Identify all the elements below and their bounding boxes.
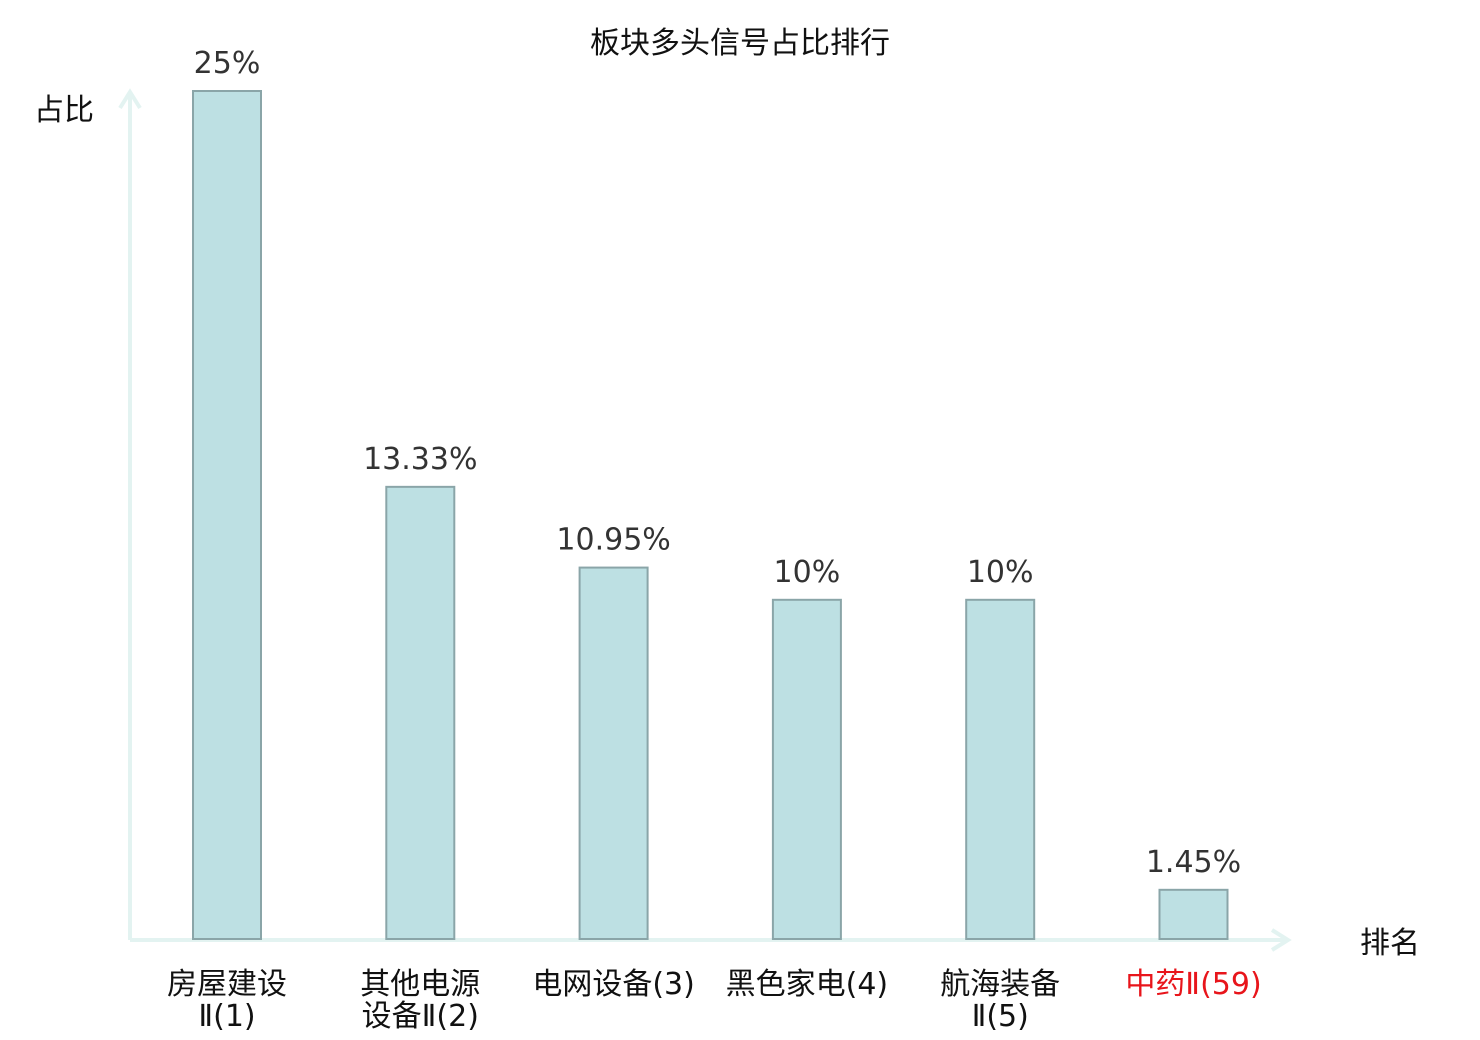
value-label-6: 1.45% xyxy=(1146,845,1241,880)
category-label-4: 黑色家电(4) xyxy=(726,967,889,1002)
category-label-5: 航海装备 Ⅱ(5) xyxy=(940,967,1060,1034)
value-label-1: 25% xyxy=(194,46,261,81)
bar-6 xyxy=(1158,888,1229,940)
bar-4 xyxy=(771,598,842,940)
value-label-5: 10% xyxy=(967,555,1034,590)
value-label-4: 10% xyxy=(774,555,841,590)
category-label-1: 房屋建设 Ⅱ(1) xyxy=(167,967,287,1034)
y-axis-arrow xyxy=(118,88,142,110)
y-axis-label: 占比 xyxy=(34,93,94,128)
category-label-3: 电网设备(3) xyxy=(532,967,695,1002)
bar-2 xyxy=(385,485,456,940)
bars-group: 25% 房屋建设 Ⅱ(1) 13.33% 其他电源设备Ⅱ(2) 10.95% 电网设备(3)… xyxy=(167,46,1262,1034)
category-label-2: 其他电源设备Ⅱ(2) xyxy=(360,967,480,1034)
chart-title: 板块多头信号占比排行 xyxy=(590,26,890,61)
category-label-6: 中药Ⅱ(59) xyxy=(1125,967,1261,1002)
bar-3 xyxy=(578,566,649,940)
value-label-2: 13.33% xyxy=(363,442,477,477)
bar-1 xyxy=(192,90,262,940)
value-label-3: 10.95% xyxy=(556,523,670,558)
x-axis-label: 排名 xyxy=(1360,926,1420,961)
x-axis-arrow xyxy=(1270,928,1292,952)
bar-5 xyxy=(965,598,1036,940)
